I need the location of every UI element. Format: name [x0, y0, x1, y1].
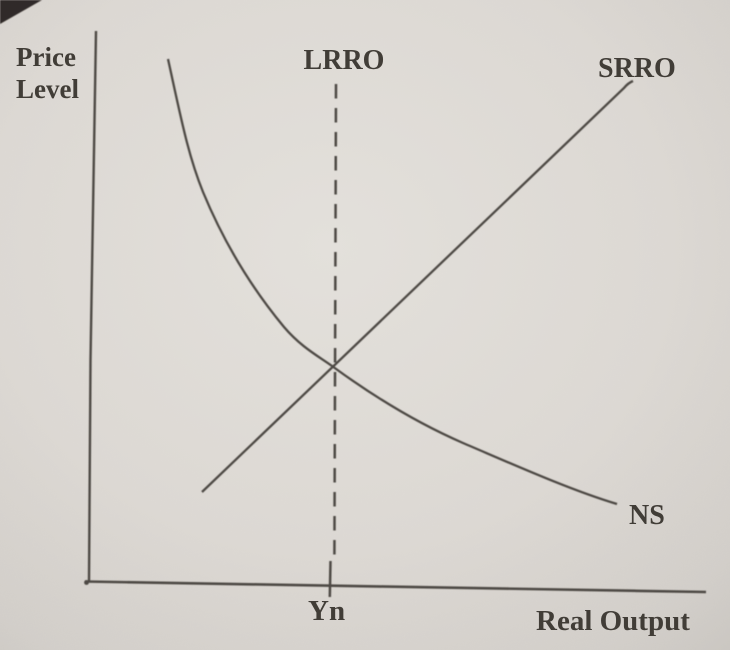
- x-axis: [84, 580, 707, 594]
- yn-axis-tick: [328, 560, 332, 598]
- y-axis-label-line1: Price: [16, 42, 76, 72]
- lrro-curve-label: LRRO: [304, 45, 385, 76]
- photo-corner-shadow: [0, 0, 42, 24]
- ns-curve: [166, 58, 618, 506]
- srro-curve-label: SRRO: [598, 53, 676, 84]
- diagram-ink: [84, 30, 707, 598]
- lrro-dashed-line: [333, 83, 338, 558]
- y-axis: [87, 30, 98, 583]
- x-axis-label: Real Output: [536, 605, 690, 637]
- yn-tick-label: Yn: [308, 595, 345, 627]
- axis-origin-dot: [84, 580, 89, 585]
- y-axis-label-line2: Level: [16, 74, 79, 104]
- srro-line: [201, 79, 634, 493]
- ns-curve-label: NS: [629, 500, 665, 531]
